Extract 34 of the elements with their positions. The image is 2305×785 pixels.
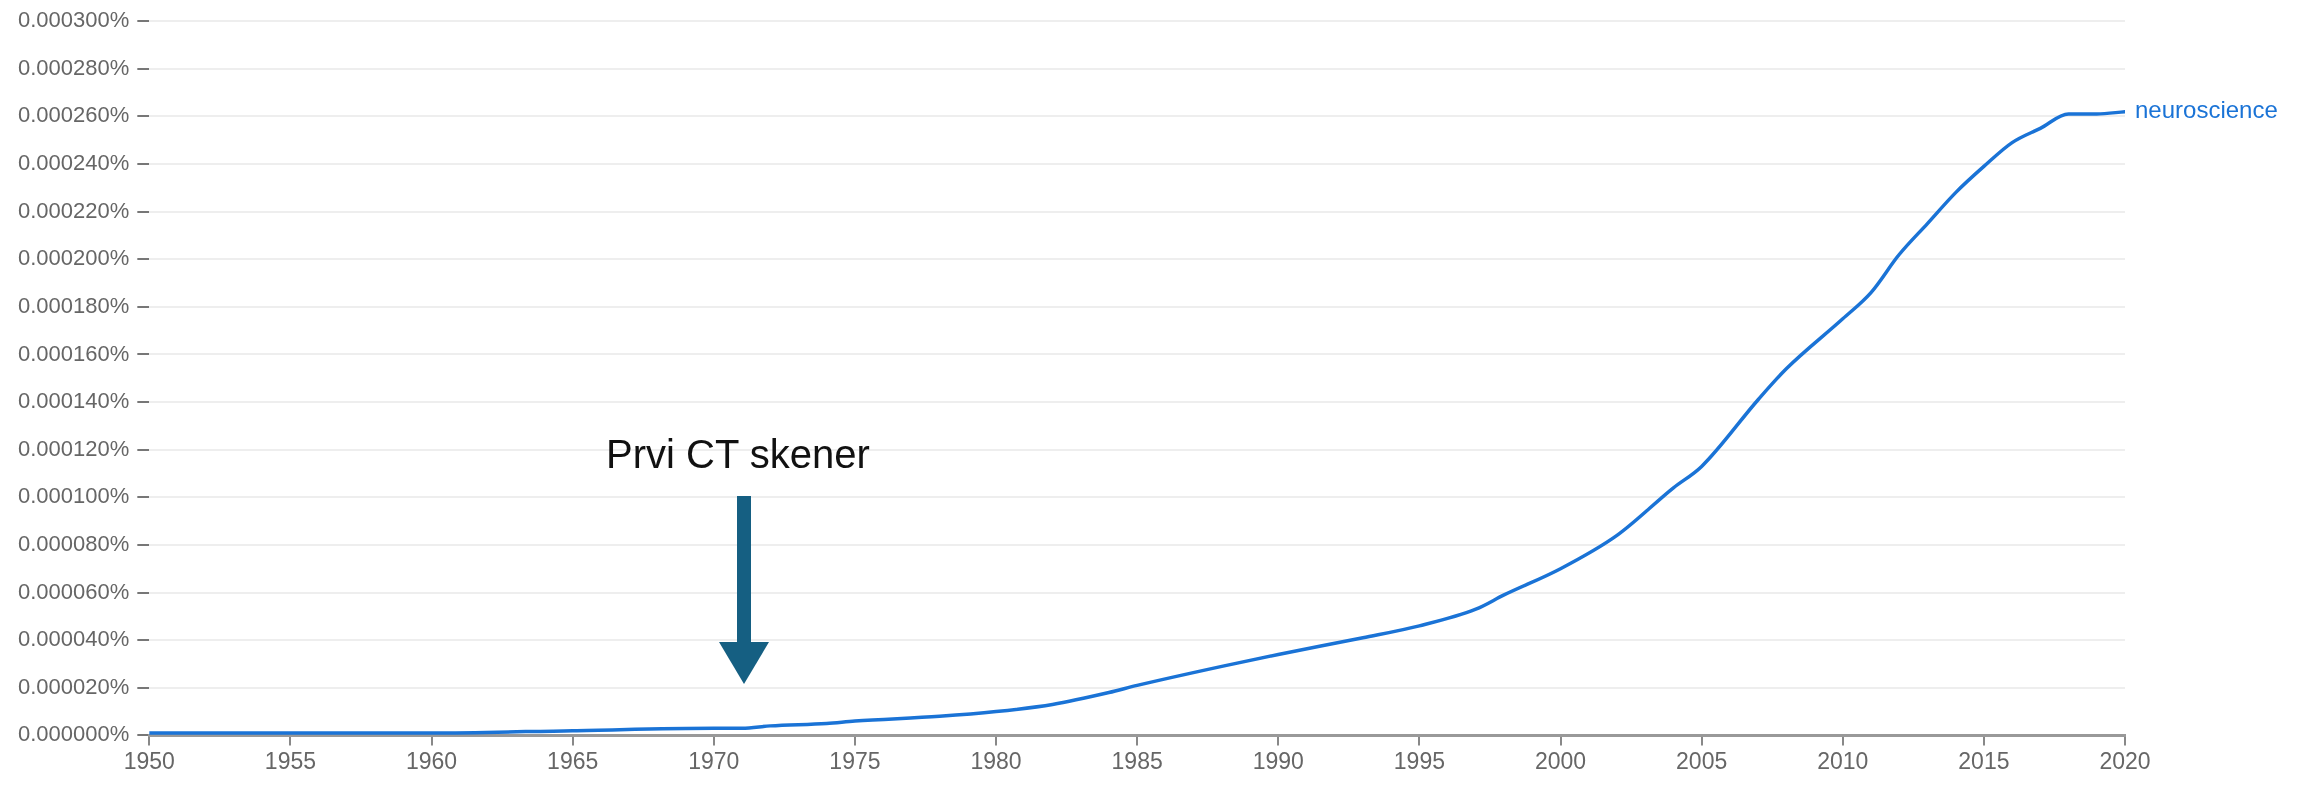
x-tick-label: 1985 (1111, 747, 1163, 774)
x-tick-label: 2000 (1534, 747, 1587, 774)
y-tick-label: 0.000140% (17, 388, 130, 414)
x-tick-label: 2005 (1676, 747, 1728, 774)
y-tick-label: 0.000020% (17, 673, 130, 699)
x-tick-label: 1995 (1393, 747, 1445, 774)
x-tick-label: 1990 (1252, 747, 1304, 774)
y-tick-label: 0.000000% (17, 721, 130, 747)
y-tick-label: 0.000040% (17, 626, 130, 652)
x-tick-label: 1975 (829, 747, 881, 774)
x-tick-label: 2010 (1817, 747, 1869, 774)
x-tick-label: 1970 (688, 747, 740, 774)
y-tick-label: 0.000180% (17, 292, 130, 318)
y-tick-label: 0.000220% (17, 197, 130, 223)
y-tick-label: 0.000240% (17, 150, 130, 176)
y-tick-label: 0.000060% (17, 578, 130, 604)
x-tick-label: 2015 (1958, 747, 2010, 774)
x-tick-label: 2020 (2099, 747, 2151, 774)
series-label: neuroscience (2135, 96, 2278, 124)
y-tick-label: 0.000080% (17, 531, 130, 557)
y-tick-label: 0.000160% (17, 340, 130, 366)
y-tick-label: 0.000200% (17, 245, 130, 271)
y-tick-label: 0.000260% (17, 102, 130, 128)
x-tick-label: 1960 (405, 747, 458, 774)
y-tick-label: 0.000100% (17, 483, 130, 509)
y-tick-label: 0.000300% (17, 7, 130, 33)
x-tick-label: 1980 (970, 747, 1022, 774)
x-tick-label: 1965 (547, 747, 599, 774)
x-tick-label: 1950 (123, 747, 175, 774)
line-series (149, 109, 2125, 735)
x-tick-label: 1955 (264, 747, 317, 774)
annotation: Prvi CT skener (606, 432, 870, 477)
y-tick-label: 0.000120% (17, 435, 130, 461)
y-tick-label: 0.000280% (17, 54, 130, 80)
